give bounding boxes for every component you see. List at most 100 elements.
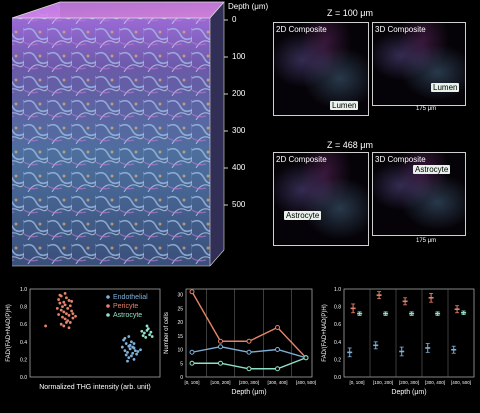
y-tick-label: 0.2 xyxy=(334,357,341,363)
scatter-point-endothelial xyxy=(124,353,128,357)
series-point-pericyte xyxy=(275,325,280,330)
y-tick-label: 0.8 xyxy=(334,305,341,311)
scatter-point-pericyte xyxy=(71,312,75,316)
scatter-point-endothelial xyxy=(123,349,127,352)
x-tick-label: [0, 100] xyxy=(184,380,199,385)
scatter-point-endothelial xyxy=(120,345,124,349)
y-tick-label: 1.0 xyxy=(334,287,341,293)
legend-label-endothelial: Endothelial xyxy=(113,294,148,301)
scatter-point-pericyte xyxy=(62,310,66,314)
z468-3d-callout: Astrocyte xyxy=(413,165,451,174)
y-tick-label: 0.6 xyxy=(20,322,27,328)
scatter-point-astrocyte xyxy=(149,330,153,334)
scatter-point-pericyte xyxy=(63,292,67,295)
z468-title: Z = 468 μm xyxy=(327,140,373,150)
y-tick-label: 25 xyxy=(177,306,183,312)
plot-frame xyxy=(185,288,313,378)
chart-fad-vs-depth: 1.0 0.8 0.6 0.4 0.2 0.0 [0, 100] [100, 200] [200… xyxy=(322,287,475,396)
mean-marker-pericyte xyxy=(376,294,382,296)
x-axis-label: Depth (μm) xyxy=(231,389,266,396)
scatter-point-pericyte xyxy=(61,305,64,308)
scatter-point-endothelial xyxy=(127,335,131,338)
scatter-point-pericyte xyxy=(58,293,62,297)
chart-cells-vs-depth: 0 5 10 15 20 25 30 [0, 100] [100, 200] [200, 300]… xyxy=(164,288,316,396)
series-point-pericyte xyxy=(189,289,195,295)
scatter-point-endothelial xyxy=(124,342,128,345)
volume-render-cube xyxy=(11,1,228,267)
series-point-endothelial xyxy=(275,347,280,352)
scatter-point-pericyte xyxy=(68,321,72,324)
scatter-point-pericyte xyxy=(44,324,47,328)
mean-marker-astrocyte xyxy=(435,312,441,315)
y-tick-label: 0.4 xyxy=(334,340,341,346)
y-tick-label: 15 xyxy=(177,334,183,340)
plot-frame xyxy=(343,288,475,378)
z468-3d-label: 3D Composite xyxy=(375,155,426,164)
series-point-endothelial xyxy=(218,344,223,350)
legend-marker-endothelial xyxy=(106,295,110,299)
scatter-point-endothelial xyxy=(128,347,132,351)
y-tick-label: 1.0 xyxy=(20,287,27,293)
scatter-point-pericyte xyxy=(58,301,62,305)
depth-axis-label: Depth (μm) xyxy=(228,2,269,11)
mean-marker-astrocyte xyxy=(357,312,363,315)
scatter-point-endothelial xyxy=(131,351,135,355)
scatter-point-endothelial xyxy=(127,356,131,360)
z468-2d-callout: Astrocyte xyxy=(284,211,322,220)
y-tick-label: 5 xyxy=(180,361,183,367)
mean-marker-endothelial xyxy=(347,351,353,354)
x-tick-label: [0, 100] xyxy=(349,380,364,385)
mean-marker-astrocyte xyxy=(409,312,415,315)
y-tick-label: 30 xyxy=(177,293,183,299)
depth-tick-200: 200 xyxy=(232,89,246,98)
scatter-point-pericyte xyxy=(74,314,77,318)
mean-marker-endothelial xyxy=(399,350,405,353)
x-tick-label: [300, 400] xyxy=(267,380,287,385)
scatter-point-endothelial xyxy=(130,354,133,358)
y-axis-label: FAD/(FAD+NAD(P)H) xyxy=(322,304,328,362)
scatter-point-pericyte xyxy=(71,316,75,320)
scatter-point-endothelial xyxy=(136,350,140,353)
scatter-point-endothelial xyxy=(132,342,136,345)
scatter-point-pericyte xyxy=(63,303,67,307)
series-point-astrocyte xyxy=(246,366,252,372)
z468-scale-label: 175 μm xyxy=(416,238,437,244)
legend-label-pericyte: Pericyte xyxy=(113,303,138,310)
depth-tick-0: 0 xyxy=(232,15,237,24)
scatter-point-pericyte xyxy=(70,299,73,303)
scatter-point-endothelial xyxy=(135,352,139,356)
y-tick-label: 0.0 xyxy=(20,375,27,381)
x-tick-label: [300, 400] xyxy=(425,380,445,385)
y-tick-label: 0.6 xyxy=(334,322,341,328)
scatter-point-pericyte xyxy=(67,326,71,330)
scatter-point-pericyte xyxy=(61,315,64,319)
z100-3d-label: 3D Composite xyxy=(375,25,426,34)
scatter-point-pericyte xyxy=(67,314,71,317)
scatter-point-astrocyte xyxy=(140,329,144,333)
scatter-point-endothelial xyxy=(126,350,129,354)
z100-scale-label: 175 μm xyxy=(416,106,437,112)
legend-marker-pericyte xyxy=(106,304,110,308)
scatter-point-astrocyte xyxy=(145,324,149,328)
scatter-point-pericyte xyxy=(63,317,67,321)
scatter-point-astrocyte xyxy=(148,333,152,337)
scatter-point-pericyte xyxy=(66,306,70,310)
series-point-endothelial xyxy=(189,349,195,355)
x-tick-label: [400, 500] xyxy=(451,380,471,385)
depth-tick-100: 100 xyxy=(232,52,246,61)
z100-3d-callout: Lumen xyxy=(431,83,460,92)
series-point-pericyte xyxy=(246,338,252,344)
legend-label-astrocyte: Astrocyte xyxy=(113,312,142,319)
x-tick-label: [200, 300] xyxy=(239,380,259,385)
scatter-point-pericyte xyxy=(62,324,66,328)
z100-2d-label: 2D Composite xyxy=(276,25,327,34)
series-point-pericyte xyxy=(218,338,223,344)
scatter-point-pericyte xyxy=(68,304,72,308)
x-axis-label: Normalized THG intensity (arb. unit) xyxy=(39,384,151,391)
x-axis-label: Depth (μm) xyxy=(391,389,426,396)
scatter-point-pericyte xyxy=(65,312,68,316)
scatter-point-endothelial xyxy=(132,358,136,361)
depth-tick-400: 400 xyxy=(232,163,246,172)
y-axis-label: FAD/(FAD+NAD(P)H) xyxy=(6,304,12,362)
x-tick-label: [200, 300] xyxy=(399,380,419,385)
